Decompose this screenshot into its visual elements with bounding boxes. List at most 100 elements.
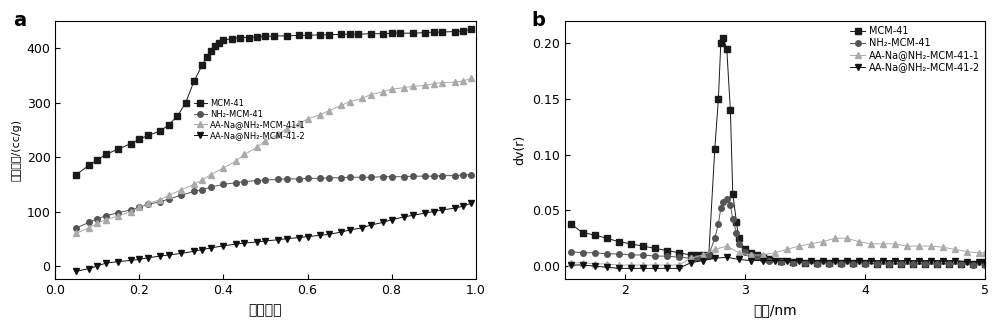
AA-Na@NH₂-MCM-41-2 [356, 226, 368, 230]
AA-Na@NH₂-MCM-41-2 [428, 210, 440, 214]
AA-Na@NH₂-MCM-41-2 [793, 258, 805, 262]
NH₂-MCM-41 [637, 253, 649, 257]
AA-Na@NH₂-MCM-41-1 [419, 83, 431, 87]
AA-Na@NH₂-MCM-41-1 [973, 251, 985, 255]
MCM-41 [407, 31, 419, 35]
AA-Na@NH₂-MCM-41-2 [709, 256, 721, 260]
NH₂-MCM-41 [125, 208, 137, 212]
NH₂-MCM-41 [230, 181, 242, 185]
NH₂-MCM-41 [133, 205, 145, 209]
AA-Na@NH₂-MCM-41-1 [196, 178, 208, 182]
NH₂-MCM-41 [715, 206, 727, 210]
AA-Na@NH₂-MCM-41-2 [457, 204, 469, 208]
MCM-41 [715, 42, 727, 46]
MCM-41 [196, 63, 208, 67]
AA-Na@NH₂-MCM-41-2 [133, 257, 145, 261]
AA-Na@NH₂-MCM-41-1 [877, 242, 889, 246]
AA-Na@NH₂-MCM-41-1 [577, 261, 589, 265]
MCM-41 [314, 33, 326, 37]
NH₂-MCM-41 [685, 256, 697, 260]
MCM-41 [601, 236, 613, 240]
NH₂-MCM-41 [589, 251, 601, 255]
AA-Na@NH₂-MCM-41-2 [637, 266, 649, 270]
MCM-41 [895, 262, 907, 266]
AA-Na@NH₂-MCM-41-2 [853, 258, 865, 262]
Line: MCM-41: MCM-41 [74, 27, 474, 177]
MCM-41 [83, 163, 95, 167]
AA-Na@NH₂-MCM-41-1 [398, 86, 410, 90]
MCM-41 [979, 262, 991, 266]
Y-axis label: 吸附体积/(cc/g): 吸附体积/(cc/g) [11, 119, 21, 181]
AA-Na@NH₂-MCM-41-2 [601, 265, 613, 269]
AA-Na@NH₂-MCM-41-2 [565, 263, 577, 267]
AA-Na@NH₂-MCM-41-1 [913, 244, 925, 248]
NH₂-MCM-41 [739, 250, 751, 254]
NH₂-MCM-41 [407, 174, 419, 178]
MCM-41 [171, 114, 183, 118]
NH₂-MCM-41 [175, 193, 187, 197]
MCM-41 [673, 251, 685, 255]
AA-Na@NH₂-MCM-41-1 [721, 244, 733, 248]
AA-Na@NH₂-MCM-41-2 [398, 215, 410, 219]
NH₂-MCM-41 [799, 261, 811, 265]
Line: MCM-41: MCM-41 [568, 35, 988, 267]
AA-Na@NH₂-MCM-41-1 [745, 253, 757, 257]
MCM-41 [757, 255, 769, 259]
AA-Na@NH₂-MCM-41-1 [125, 210, 137, 214]
AA-Na@NH₂-MCM-41-1 [757, 253, 769, 257]
MCM-41 [691, 253, 703, 257]
NH₂-MCM-41 [281, 177, 293, 181]
MCM-41 [365, 32, 377, 36]
AA-Na@NH₂-MCM-41-1 [781, 247, 793, 251]
AA-Na@NH₂-MCM-41-1 [925, 244, 937, 248]
MCM-41 [721, 47, 733, 51]
AA-Na@NH₂-MCM-41-2 [901, 258, 913, 262]
MCM-41 [907, 262, 919, 266]
MCM-41 [449, 30, 461, 33]
AA-Na@NH₂-MCM-41-1 [465, 76, 477, 80]
NH₂-MCM-41 [272, 177, 284, 181]
MCM-41 [811, 261, 823, 265]
MCM-41 [835, 261, 847, 265]
MCM-41 [302, 33, 314, 37]
MCM-41 [703, 253, 715, 257]
AA-Na@NH₂-MCM-41-1 [613, 263, 625, 267]
NH₂-MCM-41 [712, 222, 724, 226]
NH₂-MCM-41 [83, 220, 95, 224]
MCM-41 [344, 32, 356, 36]
AA-Na@NH₂-MCM-41-2 [70, 269, 82, 273]
AA-Na@NH₂-MCM-41-1 [314, 113, 326, 117]
AA-Na@NH₂-MCM-41-1 [272, 132, 284, 136]
AA-Na@NH₂-MCM-41-1 [649, 263, 661, 267]
AA-Na@NH₂-MCM-41-1 [377, 90, 389, 94]
MCM-41 [967, 262, 979, 266]
MCM-41 [268, 34, 280, 38]
NH₂-MCM-41 [356, 175, 368, 179]
MCM-41 [100, 153, 112, 156]
AA-Na@NH₂-MCM-41-2 [781, 258, 793, 262]
AA-Na@NH₂-MCM-41-1 [889, 242, 901, 246]
NH₂-MCM-41 [259, 178, 271, 182]
AA-Na@NH₂-MCM-41-2 [613, 266, 625, 270]
Text: b: b [531, 11, 545, 30]
NH₂-MCM-41 [293, 177, 305, 181]
MCM-41 [717, 36, 729, 40]
AA-Na@NH₂-MCM-41-2 [238, 241, 250, 245]
MCM-41 [709, 147, 721, 151]
NH₂-MCM-41 [91, 216, 103, 220]
NH₂-MCM-41 [673, 255, 685, 259]
MCM-41 [931, 262, 943, 266]
NH₂-MCM-41 [733, 242, 745, 246]
MCM-41 [751, 253, 763, 257]
NH₂-MCM-41 [436, 174, 448, 177]
Line: AA-Na@NH₂-MCM-41-2: AA-Na@NH₂-MCM-41-2 [568, 255, 988, 271]
AA-Na@NH₂-MCM-41-2 [142, 256, 154, 260]
MCM-41 [394, 31, 406, 35]
AA-Na@NH₂-MCM-41-1 [979, 251, 991, 255]
NH₂-MCM-41 [205, 185, 217, 189]
AA-Na@NH₂-MCM-41-1 [769, 251, 781, 255]
AA-Na@NH₂-MCM-41-2 [841, 258, 853, 262]
AA-Na@NH₂-MCM-41-1 [436, 81, 448, 85]
AA-Na@NH₂-MCM-41-2 [365, 223, 377, 227]
MCM-41 [180, 101, 192, 105]
